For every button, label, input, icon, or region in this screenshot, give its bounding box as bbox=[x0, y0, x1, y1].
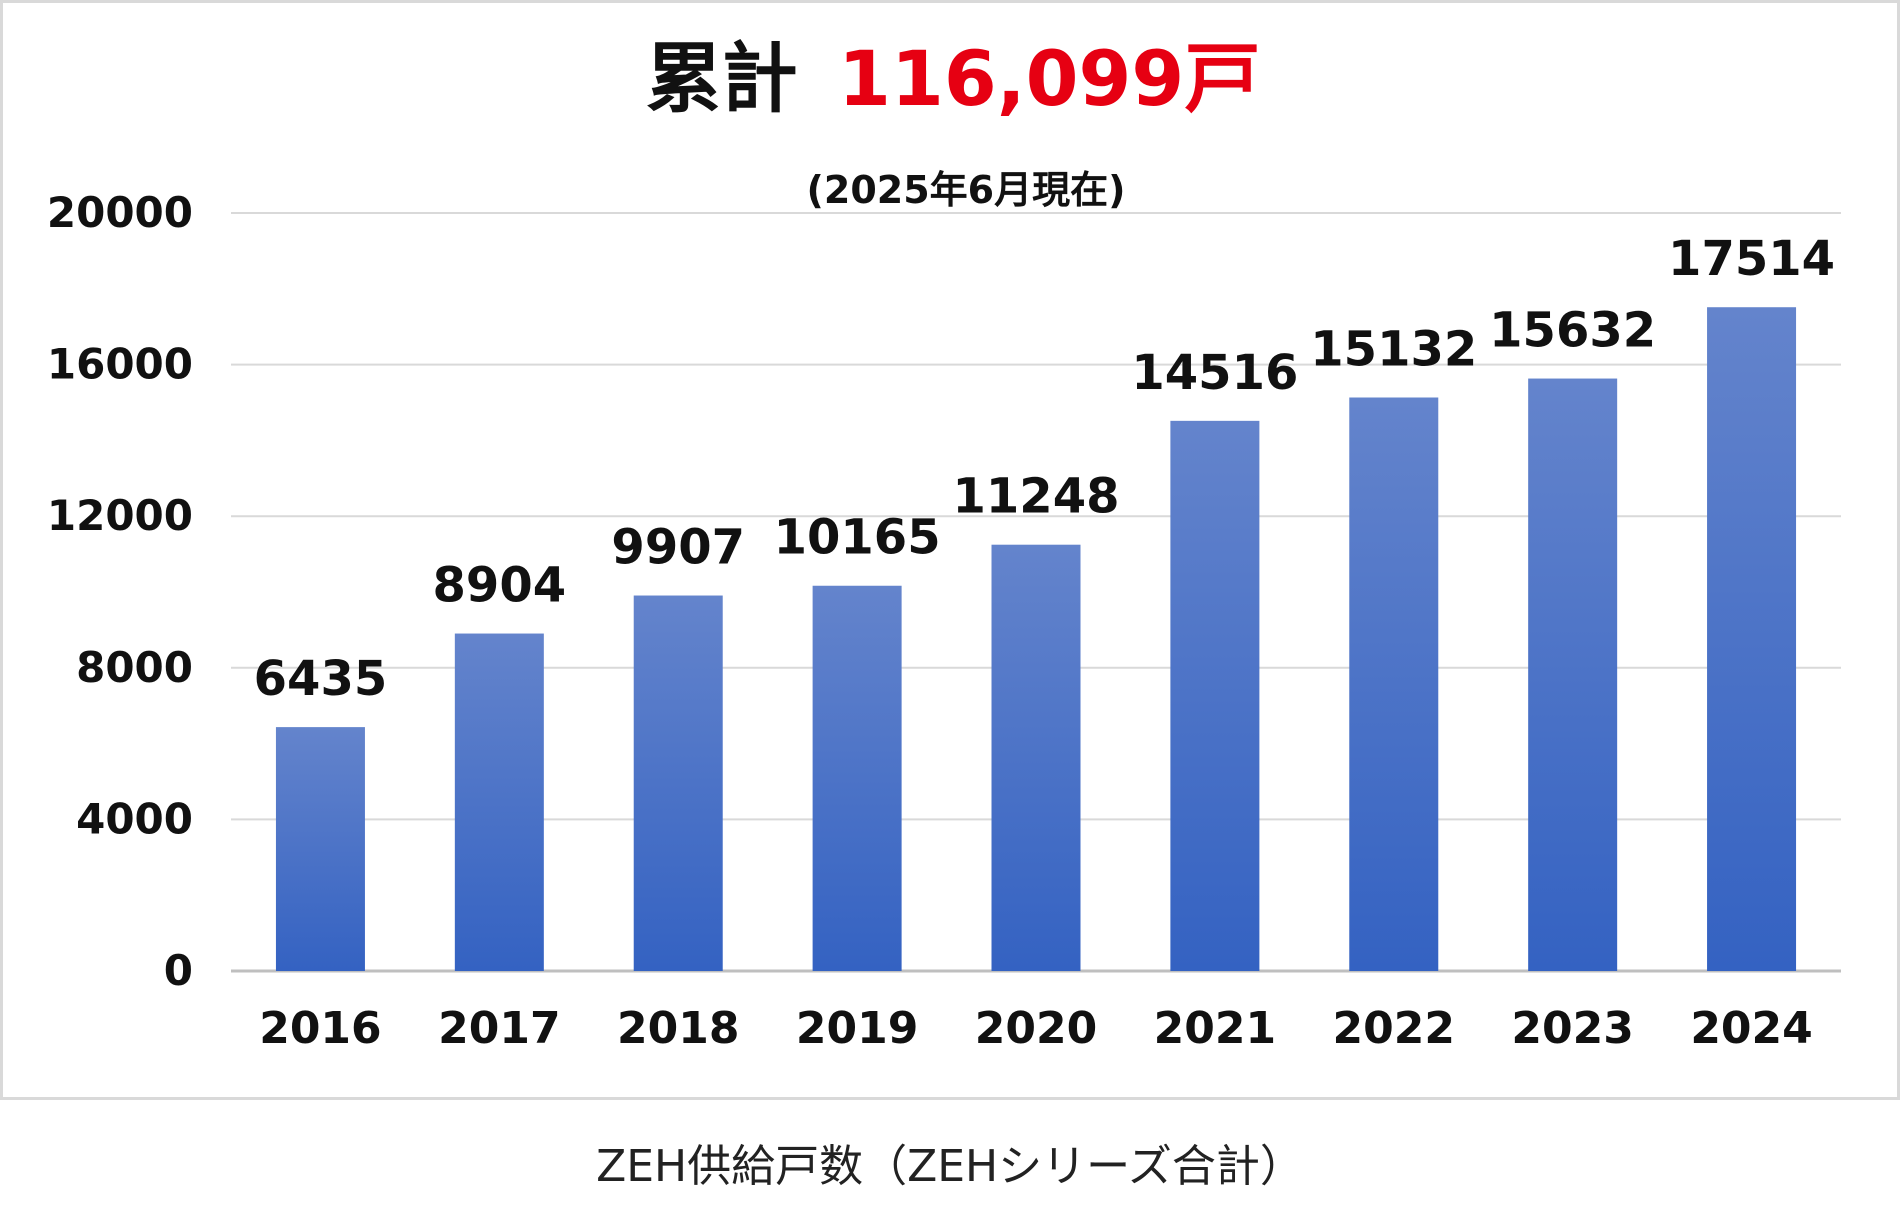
data-label-2019: 10165 bbox=[774, 510, 941, 566]
bar-2020 bbox=[991, 544, 1081, 971]
data-label-2016: 6435 bbox=[254, 651, 388, 707]
x-tick-label-2016: 2016 bbox=[259, 1003, 381, 1054]
data-label-2023: 15632 bbox=[1489, 303, 1656, 359]
bar-2017 bbox=[454, 633, 544, 971]
y-tick-label: 16000 bbox=[47, 340, 193, 389]
chart-caption: ZEH供給戸数（ZEHシリーズ合計） bbox=[596, 1141, 1304, 1192]
bar-2024 bbox=[1707, 307, 1797, 972]
x-tick-label-2022: 2022 bbox=[1333, 1003, 1455, 1054]
y-tick-label: 12000 bbox=[47, 491, 193, 540]
chart-subtitle: (2025年6月現在) bbox=[807, 168, 1126, 212]
bar-2016 bbox=[275, 727, 365, 971]
bar-2019 bbox=[812, 585, 902, 971]
y-tick-label: 20000 bbox=[47, 188, 193, 237]
x-tick-label-2020: 2020 bbox=[975, 1003, 1097, 1054]
bars bbox=[275, 307, 1797, 972]
y-axis-ticks: 0 4000 8000 12000 16000 20000 bbox=[47, 188, 193, 995]
data-label-2024: 17514 bbox=[1668, 231, 1835, 287]
data-label-2020: 11248 bbox=[953, 469, 1120, 525]
data-label-2021: 14516 bbox=[1131, 345, 1298, 401]
data-label-2022: 15132 bbox=[1310, 321, 1477, 377]
x-axis-ticks: 2016 2017 2018 2019 2020 2021 2022 2023 2024 bbox=[259, 1003, 1813, 1054]
y-tick-label: 8000 bbox=[76, 643, 193, 692]
bar-2018 bbox=[633, 595, 723, 971]
x-tick-label-2017: 2017 bbox=[438, 1003, 560, 1054]
x-tick-label-2019: 2019 bbox=[796, 1003, 918, 1054]
chart-frame: 累計 116,099戸 (2025年6月現在) 0 4000 8000 12000 16… bbox=[0, 0, 1900, 1100]
x-tick-label-2024: 2024 bbox=[1690, 1003, 1812, 1054]
y-tick-label: 0 bbox=[164, 946, 193, 995]
bar-2022 bbox=[1349, 397, 1439, 971]
y-tick-label: 4000 bbox=[76, 794, 193, 843]
chart-title-prefix: 累計 bbox=[646, 34, 798, 123]
bar-2023 bbox=[1528, 378, 1618, 971]
data-label-2017: 8904 bbox=[433, 558, 567, 614]
x-tick-label-2023: 2023 bbox=[1511, 1003, 1633, 1054]
chart-title-value: 116,099戸 bbox=[838, 34, 1260, 123]
x-tick-label-2021: 2021 bbox=[1154, 1003, 1276, 1054]
data-label-2018: 9907 bbox=[611, 520, 745, 576]
bar-2021 bbox=[1170, 420, 1260, 971]
bar-chart: 累計 116,099戸 (2025年6月現在) 0 4000 8000 12000 16… bbox=[47, 34, 1841, 1054]
x-tick-label-2018: 2018 bbox=[617, 1003, 739, 1054]
chart-title: 累計 116,099戸 bbox=[646, 34, 1261, 123]
